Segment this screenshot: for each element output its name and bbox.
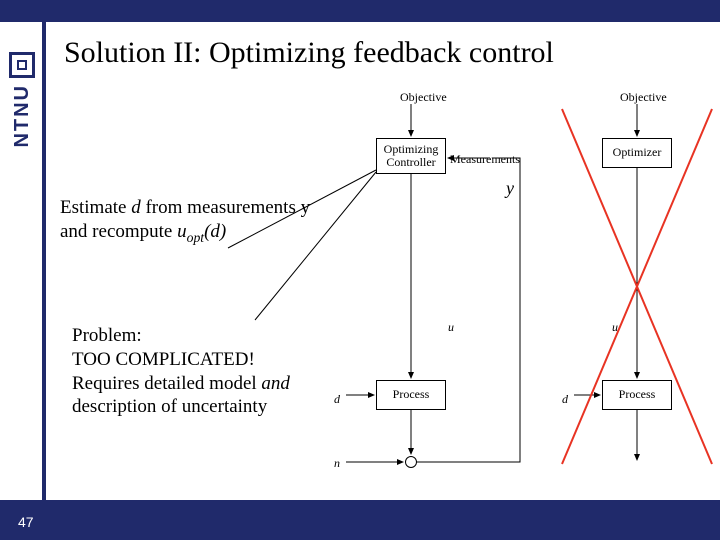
left-measurements-label: Measurements bbox=[450, 152, 520, 167]
left-process-box: Process bbox=[376, 380, 446, 410]
bottom-bar bbox=[0, 500, 720, 540]
page-title: Solution II: Optimizing feedback control bbox=[64, 36, 554, 70]
left-optctrl-l2: Controller bbox=[386, 155, 435, 169]
problem-l4: description of uncertainty bbox=[72, 396, 267, 417]
estimate-u-arg: (d) bbox=[204, 221, 226, 242]
ntnu-logo-text: NTNU bbox=[11, 84, 34, 148]
right-objective-label: Objective bbox=[620, 90, 667, 105]
estimate-w1: Estimate bbox=[60, 197, 126, 218]
left-optimizing-controller-box: Optimizing Controller bbox=[376, 138, 446, 174]
left-process-label: Process bbox=[393, 388, 430, 401]
diagram-left: Objective Measurements Optimizing Contro… bbox=[340, 90, 545, 490]
diagram-right: Objective Optimizer u d Process bbox=[570, 90, 720, 490]
left-objective-label: Objective bbox=[400, 90, 447, 105]
problem-and: and bbox=[261, 373, 290, 394]
estimate-u-sub: opt bbox=[187, 230, 204, 245]
estimate-u: u bbox=[177, 221, 187, 242]
ntnu-logo: NTNU bbox=[6, 52, 38, 148]
problem-l2: TOO COMPLICATED! bbox=[72, 349, 255, 370]
right-process-box: Process bbox=[602, 380, 672, 410]
sidebar: NTNU bbox=[0, 22, 46, 500]
problem-l3a: Requires detailed model bbox=[72, 373, 257, 394]
right-optimizer-box: Optimizer bbox=[602, 138, 672, 168]
ntnu-logo-square bbox=[9, 52, 35, 78]
estimate-text: Estimate d from measurements y and recom… bbox=[60, 196, 360, 246]
left-sum-node bbox=[405, 456, 417, 468]
right-d-label: d bbox=[562, 392, 568, 407]
estimate-w2: from measurements y bbox=[145, 197, 310, 218]
page-number: 47 bbox=[18, 514, 34, 530]
estimate-w3: and recompute bbox=[60, 221, 172, 242]
right-process-label: Process bbox=[619, 388, 656, 401]
problem-h: Problem: bbox=[72, 325, 142, 346]
left-d-label: d bbox=[334, 392, 340, 407]
estimate-var-d: d bbox=[131, 197, 141, 218]
left-n-label: n bbox=[334, 456, 340, 471]
problem-text: Problem: TOO COMPLICATED! Requires detai… bbox=[72, 324, 362, 419]
right-u-label: u bbox=[612, 320, 618, 335]
left-optctrl-l1: Optimizing bbox=[384, 142, 439, 156]
top-bar bbox=[0, 0, 720, 22]
left-u-label: u bbox=[448, 320, 454, 335]
right-optimizer-label: Optimizer bbox=[613, 146, 662, 159]
